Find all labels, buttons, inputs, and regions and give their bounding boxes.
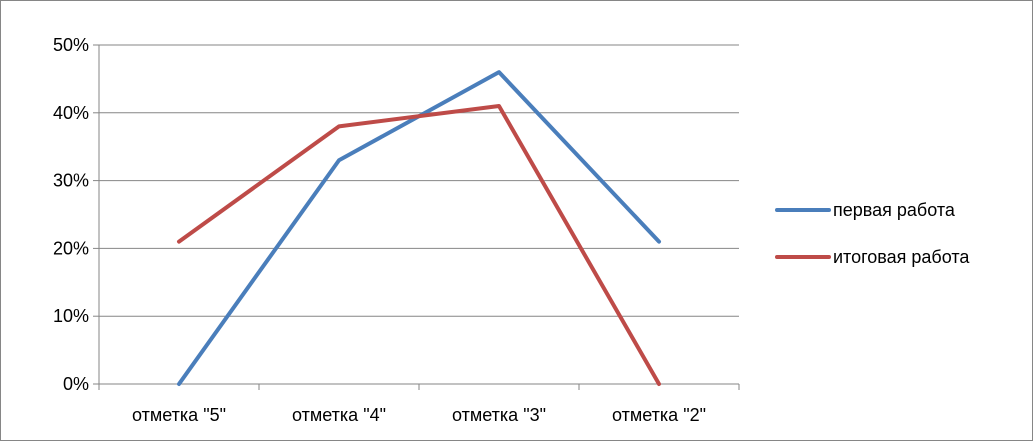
y-tick-label: 30% <box>53 171 89 191</box>
x-tick-label: отметка "3" <box>452 405 546 425</box>
series-line-1 <box>177 104 661 386</box>
y-axis-tick-labels: 0% 10% 20% 30% 40% 50% <box>53 35 89 394</box>
axes <box>93 44 740 390</box>
series-lines <box>177 70 661 386</box>
y-tick-label: 20% <box>53 238 89 258</box>
legend-label: итоговая работа <box>833 247 970 267</box>
y-tick-label: 50% <box>53 35 89 55</box>
x-axis-tick-labels: отметка "5" отметка "4" отметка "3" отметка… <box>132 405 706 425</box>
gridlines <box>99 44 739 317</box>
legend: первая работа итоговая работа <box>775 200 970 267</box>
legend-label: первая работа <box>833 200 956 220</box>
y-tick-label: 0% <box>63 374 89 394</box>
y-tick-label: 40% <box>53 103 89 123</box>
x-tick-label: отметка "5" <box>132 405 226 425</box>
series-line-0 <box>177 70 661 386</box>
y-tick-label: 10% <box>53 306 89 326</box>
x-tick-label: отметка "4" <box>292 405 386 425</box>
x-tick-label: отметка "2" <box>612 405 706 425</box>
